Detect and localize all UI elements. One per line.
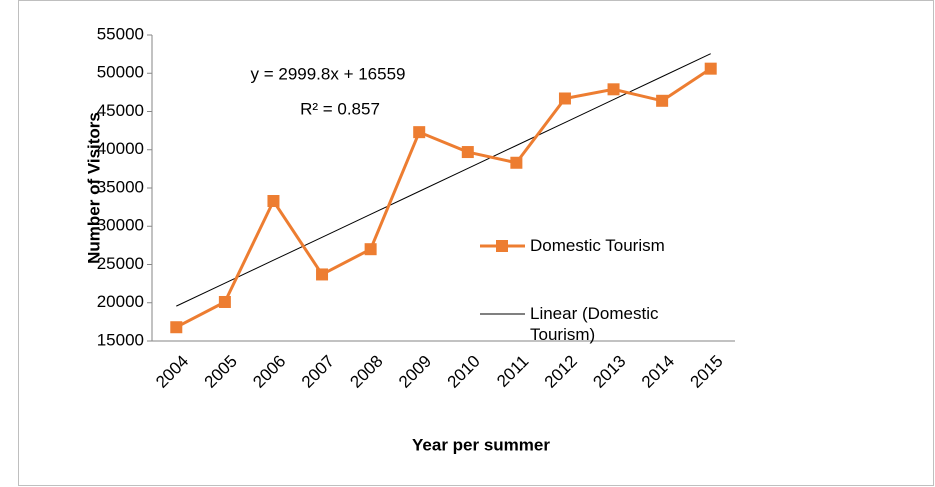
x-tick-label: 2009: [395, 352, 435, 392]
x-axis-title: Year per summer: [412, 435, 550, 454]
y-tick-label: 55000: [97, 24, 144, 43]
data-point: [170, 321, 183, 334]
trend-line: [176, 53, 711, 307]
trend-r-squared: R² = 0.857: [300, 99, 380, 118]
data-point: [607, 83, 620, 96]
y-tick-label: 35000: [97, 177, 144, 196]
y-tick-label: 25000: [97, 254, 144, 273]
data-point: [267, 195, 280, 208]
x-tick-label: 2015: [687, 352, 727, 392]
y-tick-label: 30000: [97, 216, 144, 235]
x-tick-label: 2011: [493, 352, 532, 391]
data-point: [461, 146, 474, 159]
x-tick-label: 2006: [249, 352, 289, 392]
x-tick-label: 2004: [152, 352, 192, 392]
data-point: [558, 92, 571, 105]
data-point: [218, 295, 231, 308]
x-tick-label: 2010: [444, 352, 484, 392]
chart-border: [18, 0, 934, 486]
y-tick-label: 15000: [97, 330, 144, 349]
y-axis-title: Number of Visitors: [84, 112, 103, 264]
y-tick-label: 20000: [97, 292, 144, 311]
data-point: [364, 243, 377, 256]
x-tick-label: 2013: [589, 352, 629, 392]
legend-swatch: [496, 240, 508, 252]
y-tick-label: 45000: [97, 101, 144, 120]
x-tick-label: 2005: [201, 352, 241, 392]
x-tick-label: 2008: [346, 352, 386, 392]
y-tick-label: 50000: [97, 63, 144, 82]
x-tick-label: 2012: [541, 352, 581, 392]
trend-equation: y = 2999.8x + 16559: [250, 64, 405, 83]
x-tick-label: 2014: [638, 352, 678, 392]
data-point: [316, 268, 329, 281]
data-line: [175, 67, 712, 329]
data-point: [704, 62, 717, 75]
data-point: [656, 94, 669, 107]
x-tick-label: 2007: [298, 352, 338, 392]
data-point: [413, 126, 426, 139]
y-tick-label: 40000: [97, 139, 144, 158]
legend-label: Linear (Domestic Tourism): [530, 304, 659, 344]
data-point: [510, 156, 523, 169]
legend-label: Domestic Tourism: [530, 236, 665, 255]
